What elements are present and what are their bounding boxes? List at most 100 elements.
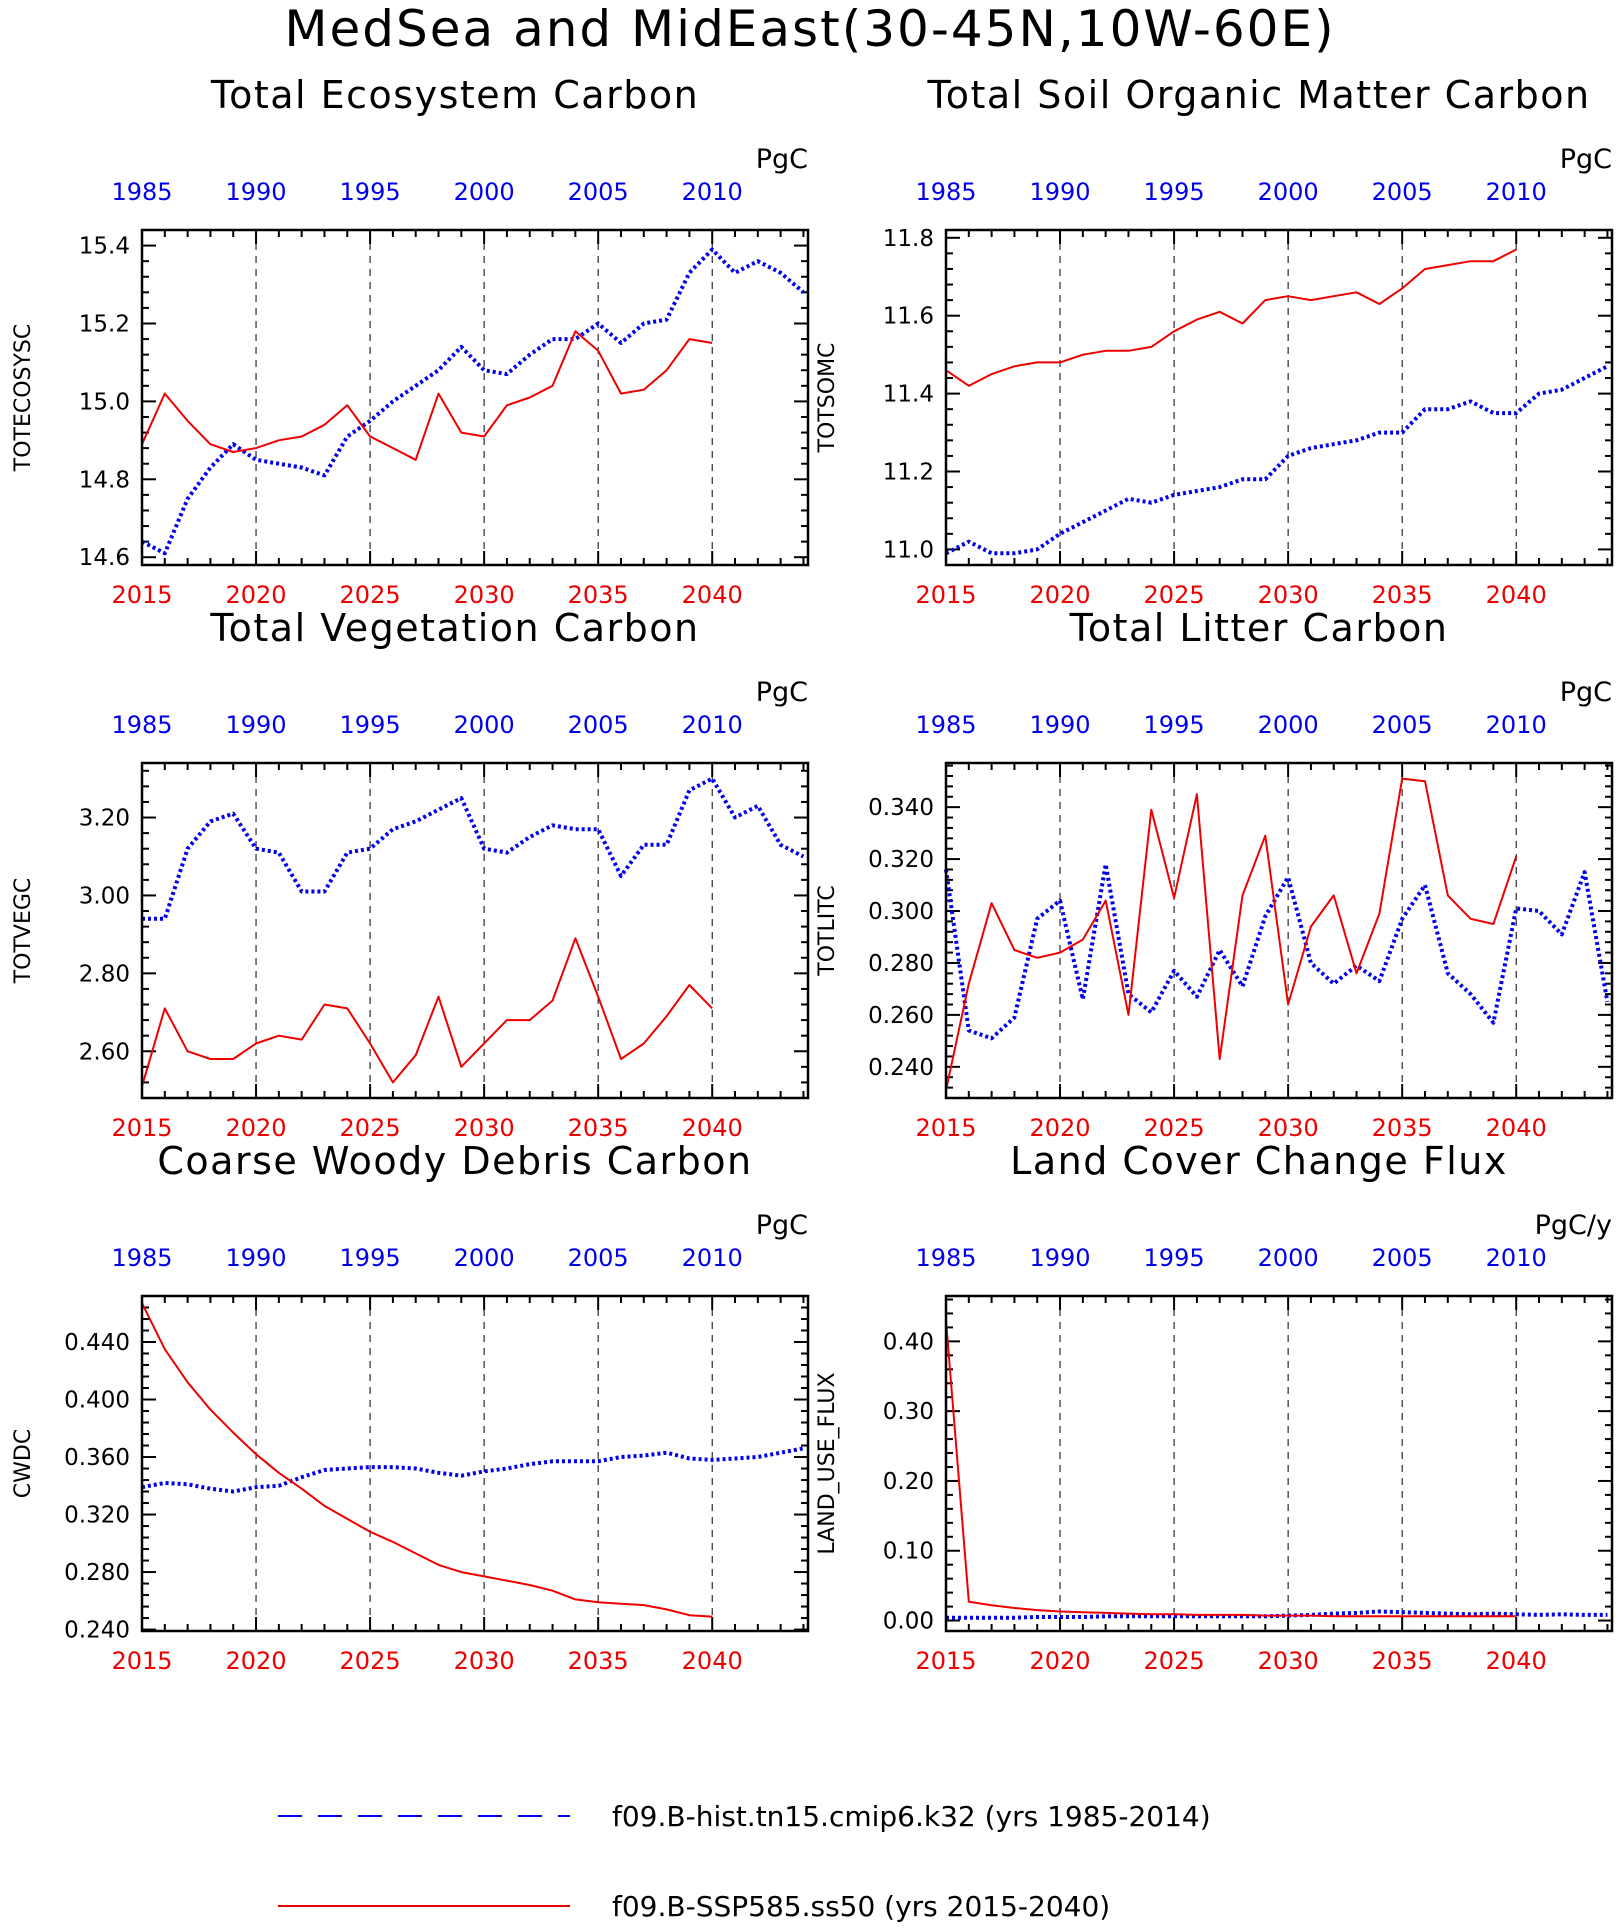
top-tick-label: 2000 — [1258, 1244, 1319, 1272]
units-label: PgC — [1560, 677, 1612, 708]
series-line-ssp — [141, 937, 713, 1087]
chart-title: Coarse Woody Debris Carbon — [157, 1139, 752, 1183]
chart-title: Total Litter Carbon — [1069, 606, 1449, 650]
top-tick-label: 2000 — [454, 1244, 515, 1272]
x-tick-label: 2015 — [111, 581, 172, 609]
y-tick-label: 0.320 — [868, 847, 934, 873]
x-tick-label: 2020 — [226, 1114, 287, 1142]
top-tick-label: 1995 — [1144, 711, 1205, 739]
plot-frame — [140, 1294, 810, 1633]
plot-frame — [944, 1294, 1614, 1633]
y-tick-label: 14.6 — [79, 545, 130, 571]
x-tick-label: 2025 — [1144, 1647, 1205, 1675]
x-tick-label: 2030 — [1258, 581, 1319, 609]
y-tick-label: 0.440 — [64, 1330, 130, 1356]
top-tick-label: 1990 — [1030, 178, 1091, 206]
top-tick-label: 2005 — [568, 711, 629, 739]
x-tick-label: 2020 — [1030, 1647, 1091, 1675]
chart-panel-1: Total Ecosystem Carbon PgC TOTECOSYSC 2015 2… — [11, 73, 810, 609]
legend-hist-label: f09.B-hist.tn15.cmip6.k32 (yrs 1985-2014… — [612, 1800, 1211, 1833]
x-tick-label: 2040 — [1486, 1114, 1547, 1142]
series-line-ssp — [945, 248, 1517, 387]
x-tick-label: 2040 — [1486, 1647, 1547, 1675]
series-line-ssp — [141, 330, 713, 461]
x-tick-label: 2030 — [1258, 1647, 1319, 1675]
x-tick-label: 2020 — [226, 581, 287, 609]
top-tick-label: 1985 — [111, 711, 172, 739]
x-tick-label: 2025 — [1144, 1114, 1205, 1142]
series-line-hist — [945, 364, 1609, 556]
x-tick-label: 2015 — [915, 1114, 976, 1142]
x-tick-label: 2025 — [340, 1647, 401, 1675]
y-tick-label: 11.2 — [883, 460, 934, 486]
x-tick-label: 2025 — [340, 1114, 401, 1142]
y-axis-label: TOTECOSYSC — [11, 324, 36, 473]
x-tick-label: 2030 — [454, 1114, 515, 1142]
plot-frame — [140, 761, 810, 1100]
top-tick-label: 2010 — [682, 711, 743, 739]
x-tick-label: 2040 — [1486, 581, 1547, 609]
top-tick-label: 2000 — [1258, 711, 1319, 739]
x-tick-label: 2035 — [1372, 1647, 1433, 1675]
x-tick-label: 2030 — [1258, 1114, 1319, 1142]
y-tick-label: 11.0 — [883, 537, 934, 563]
x-tick-label: 2035 — [1372, 1114, 1433, 1142]
y-tick-label: 11.4 — [883, 382, 934, 408]
units-label: PgC — [756, 144, 808, 175]
y-tick-label: 0.20 — [883, 1469, 934, 1495]
top-tick-label: 2010 — [682, 178, 743, 206]
top-tick-label: 2010 — [1486, 711, 1547, 739]
series-line-ssp — [945, 1320, 1517, 1618]
x-tick-label: 2015 — [111, 1647, 172, 1675]
y-axis-label: LAND_USE_FLUX — [815, 1372, 840, 1554]
top-tick-label: 1990 — [226, 178, 287, 206]
series-line-hist — [141, 1446, 804, 1494]
y-tick-label: 2.60 — [79, 1039, 130, 1065]
y-tick-label: 15.2 — [79, 311, 130, 337]
units-label: PgC — [756, 677, 808, 708]
plot-frame — [944, 761, 1614, 1100]
top-tick-label: 2010 — [682, 1244, 743, 1272]
x-tick-label: 2015 — [915, 1647, 976, 1675]
chart-panel-6: Land Cover Change Flux PgC/y LAND_USE_FLUX… — [815, 1139, 1614, 1675]
top-tick-label: 1990 — [226, 1244, 287, 1272]
chart-title: Land Cover Change Flux — [1010, 1139, 1508, 1183]
x-tick-label: 2040 — [682, 1114, 743, 1142]
x-tick-label: 2040 — [682, 1647, 743, 1675]
chart-title: Total Soil Organic Matter Carbon — [926, 73, 1590, 117]
chart-panel-2: Total Soil Organic Matter Carbon PgC TOTSO… — [815, 73, 1614, 609]
x-tick-label: 2020 — [226, 1647, 287, 1675]
chart-panel-3: Total Vegetation Carbon PgC TOTVEGC 2015 202… — [11, 606, 810, 1142]
top-tick-label: 1985 — [111, 178, 172, 206]
legend: f09.B-hist.tn15.cmip6.k32 (yrs 1985-2014… — [278, 1800, 1211, 1923]
top-tick-label: 1995 — [1144, 1244, 1205, 1272]
y-tick-label: 0.320 — [64, 1503, 130, 1529]
x-tick-label: 2020 — [1030, 581, 1091, 609]
units-label: PgC — [756, 1210, 808, 1241]
series-line-hist — [142, 776, 805, 921]
y-tick-label: 0.240 — [64, 1618, 130, 1644]
top-tick-label: 1985 — [915, 178, 976, 206]
y-tick-label: 0.00 — [883, 1609, 934, 1635]
y-tick-label: 0.280 — [868, 951, 934, 977]
units-label: PgC — [1560, 144, 1612, 175]
y-tick-label: 0.300 — [868, 899, 934, 925]
x-tick-label: 2030 — [454, 581, 515, 609]
legend-ssp-label: f09.B-SSP585.ss50 (yrs 2015-2040) — [612, 1890, 1110, 1923]
top-tick-label: 1995 — [340, 711, 401, 739]
top-tick-label: 2005 — [1372, 711, 1433, 739]
top-tick-label: 1985 — [915, 1244, 976, 1272]
y-axis-label: TOTLITC — [815, 885, 840, 976]
y-tick-label: 0.280 — [64, 1560, 130, 1586]
y-tick-label: 2.80 — [79, 961, 130, 987]
top-tick-label: 2005 — [1372, 1244, 1433, 1272]
top-tick-label: 2005 — [568, 178, 629, 206]
y-axis-label: TOTSOMC — [815, 343, 840, 454]
y-axis-label: CWDC — [11, 1429, 36, 1498]
x-tick-label: 2030 — [454, 1647, 515, 1675]
top-tick-label: 1990 — [226, 711, 287, 739]
y-tick-label: 0.400 — [64, 1388, 130, 1414]
top-tick-label: 1985 — [111, 1244, 172, 1272]
y-tick-label: 14.8 — [79, 467, 130, 493]
